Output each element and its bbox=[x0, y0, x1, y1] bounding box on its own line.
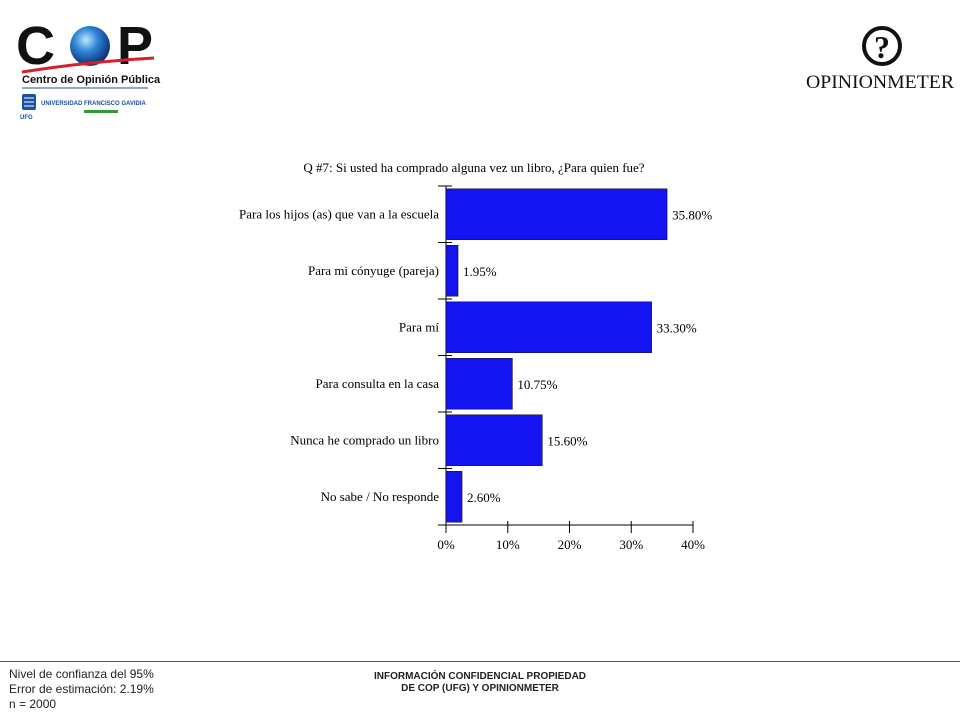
ufg-shield-stripes bbox=[24, 97, 34, 107]
stats-error: Error de estimación: 2.19% bbox=[9, 682, 154, 696]
ufg-name: UNIVERSIDAD FRANCISCO GAVIDIA bbox=[41, 101, 147, 107]
question-circle-icon bbox=[862, 26, 902, 66]
bar-chart: Q #7: Si usted ha comprado alguna vez un… bbox=[239, 160, 712, 552]
axis-layer: 0% 10% 20% 30% 40% bbox=[437, 185, 705, 552]
globe-icon bbox=[70, 26, 110, 66]
bars-layer: Para los hijos (as) que van a la escuela… bbox=[239, 188, 712, 523]
category-label: Para mí bbox=[399, 319, 439, 334]
x-tick-label: 10% bbox=[496, 537, 520, 552]
confidential-line-1: INFORMACIÓN CONFIDENCIAL PROPIEDAD bbox=[373, 671, 587, 682]
category-label: No sabe / No responde bbox=[321, 489, 440, 504]
question-mark: ? bbox=[874, 29, 890, 65]
cop-logo: C P Centro de Opinión Pública UFG UNIVER… bbox=[16, 16, 161, 121]
category-label: Para los hijos (as) que van a la escuela bbox=[239, 206, 439, 221]
value-label: 10.75% bbox=[517, 377, 557, 392]
x-tick-label: 20% bbox=[558, 537, 582, 552]
bar bbox=[445, 188, 668, 240]
opinionmeter-logo: ? OPINIONMETER bbox=[806, 26, 954, 93]
bar bbox=[445, 358, 513, 410]
bar bbox=[445, 414, 543, 466]
bar bbox=[445, 245, 459, 297]
bar bbox=[445, 471, 463, 523]
cop-subtitle: Centro de Opinión Pública bbox=[22, 74, 161, 86]
stats-sample-size: n = 2000 bbox=[9, 697, 57, 711]
footer-divider bbox=[0, 661, 960, 662]
cop-letter-p: P bbox=[117, 16, 153, 76]
swoosh-icon bbox=[21, 56, 155, 74]
value-label: 35.80% bbox=[672, 207, 712, 222]
value-label: 2.60% bbox=[467, 490, 501, 505]
ufg-abbr: UFG bbox=[20, 115, 33, 121]
value-label: 15.60% bbox=[547, 433, 587, 448]
x-tick-label: 0% bbox=[437, 537, 455, 552]
survey-stats: Nivel de confianza del 95% Error de esti… bbox=[9, 667, 154, 712]
x-tick-label: 40% bbox=[681, 537, 705, 552]
confidential-line-2: DE COP (UFG) Y OPINIONMETER bbox=[401, 683, 559, 694]
chart-title: Q #7: Si usted ha comprado alguna vez un… bbox=[303, 160, 644, 175]
category-label: Nunca he comprado un libro bbox=[290, 432, 439, 447]
stats-confidence: Nivel de confianza del 95% bbox=[9, 667, 154, 681]
category-label: Para consulta en la casa bbox=[316, 376, 440, 391]
cop-letter-c: C bbox=[16, 16, 55, 76]
opinionmeter-wordmark: OPINIONMETER bbox=[806, 72, 954, 93]
value-label: 33.30% bbox=[657, 320, 697, 335]
x-tick-label: 30% bbox=[619, 537, 643, 552]
ufg-green-bar bbox=[84, 110, 118, 113]
value-label: 1.95% bbox=[463, 264, 497, 279]
confidential-notice: INFORMACIÓN CONFIDENCIAL PROPIEDAD DE CO… bbox=[330, 671, 630, 695]
category-label: Para mi cónyuge (pareja) bbox=[308, 263, 439, 278]
bar bbox=[445, 301, 652, 353]
